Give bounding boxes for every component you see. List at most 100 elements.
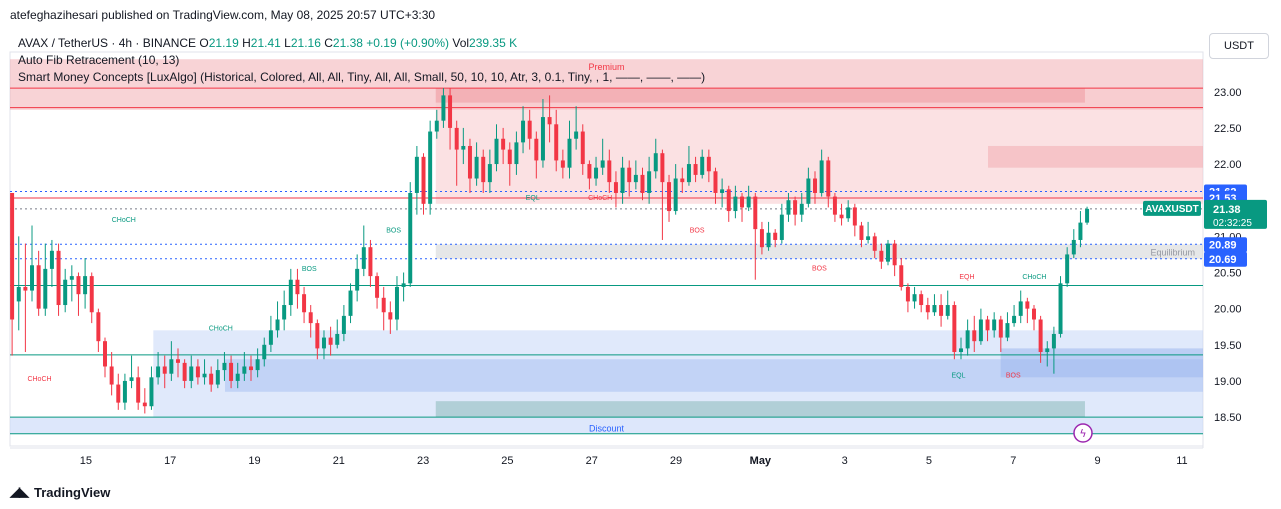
candle-body	[932, 305, 937, 313]
candle-body	[766, 232, 771, 248]
candle-body	[720, 189, 725, 193]
candle-body	[467, 145, 472, 179]
candle-body	[394, 286, 399, 320]
candle-body	[454, 127, 459, 150]
candle-body	[594, 167, 599, 179]
structure-label: CHoCH	[209, 325, 233, 332]
candle-body	[832, 196, 837, 215]
indicator-smc[interactable]: Smart Money Concepts [LuxAlgo] (Historic…	[18, 70, 706, 84]
candle-body	[793, 200, 798, 215]
candle-body	[428, 131, 433, 204]
y-tick-label: 19.50	[1214, 340, 1242, 352]
structure-label: CHoCH	[27, 376, 51, 383]
candle-body	[846, 207, 851, 219]
candle-body	[886, 243, 890, 262]
candle-body	[1005, 323, 1010, 338]
candle-body	[547, 117, 552, 125]
zone-label: Premium	[588, 62, 624, 72]
candle-body	[965, 330, 970, 349]
candle-body	[355, 268, 360, 291]
candle-body	[461, 145, 466, 150]
candle-body	[673, 178, 678, 212]
symbol-label[interactable]: AVAX / TetherUS · 4h · BINANCE	[18, 36, 197, 50]
change-value: +0.19 (+0.90%)	[366, 36, 450, 50]
candle-body	[268, 330, 273, 345]
candle-body	[1058, 283, 1063, 334]
x-tick-label: 17	[164, 455, 176, 467]
candle-body	[733, 196, 738, 212]
volume-label: Vol	[452, 36, 470, 50]
candle-body	[169, 359, 174, 374]
y-tick-label: 22.50	[1214, 123, 1242, 135]
candle-body	[985, 319, 990, 331]
candle-body	[222, 362, 227, 371]
y-tick-label: 23.00	[1214, 87, 1242, 99]
open-label: O	[199, 36, 209, 50]
zone-discount	[10, 417, 1203, 434]
candle-body	[195, 366, 200, 378]
candle-body	[235, 373, 240, 381]
candle-body	[540, 117, 545, 161]
x-tick-label: 9	[1095, 455, 1101, 467]
x-tick-label: 27	[586, 455, 598, 467]
x-tick-label: 25	[501, 455, 513, 467]
candle-body	[799, 203, 804, 215]
order-block	[988, 145, 1203, 168]
candle-body	[242, 366, 247, 374]
low-label: L	[284, 36, 291, 50]
candle-body	[229, 362, 234, 381]
publisher-line: atefeghazihesari published on TradingVie…	[10, 8, 436, 22]
y-tick-label: 20.00	[1214, 304, 1242, 316]
lightning-icon	[1073, 423, 1093, 443]
candle-body	[560, 160, 565, 168]
candle-body	[441, 95, 446, 121]
y-tick-label: 22.00	[1214, 159, 1242, 171]
candle-body	[23, 286, 28, 291]
x-tick-label: 3	[842, 455, 848, 467]
candle-body	[414, 156, 419, 193]
candle-body	[534, 138, 539, 161]
candle-body	[348, 290, 353, 316]
order-block	[435, 88, 1085, 103]
x-tick-label: 23	[417, 455, 429, 467]
candle-body	[1045, 348, 1050, 353]
candle-body	[275, 319, 280, 331]
candle-body	[96, 312, 101, 342]
candle-body	[1051, 333, 1056, 349]
candle-body	[103, 341, 107, 367]
x-tick-label: 7	[1010, 455, 1016, 467]
candle-body	[680, 178, 685, 183]
level-price-label: 20.89	[1209, 239, 1237, 251]
candle-body	[660, 153, 665, 183]
currency-button[interactable]: USDT	[1209, 33, 1269, 59]
candle-body	[494, 138, 499, 165]
candle-body	[726, 189, 731, 212]
candle-body	[63, 279, 68, 306]
candle-body	[30, 265, 35, 291]
candle-body	[49, 250, 54, 269]
candle-body	[388, 312, 393, 320]
symbol-tag-label: AVAXUSDT	[1145, 204, 1199, 215]
candle-body	[401, 283, 406, 287]
candle-body	[83, 276, 88, 295]
structure-label: CHoCH	[588, 195, 612, 202]
high-value: 21.41	[250, 36, 281, 50]
candle-body	[521, 120, 526, 143]
candle-body	[321, 337, 326, 349]
candle-body	[813, 178, 818, 193]
indicator-fib[interactable]: Auto Fib Retracement (10, 13)	[18, 53, 180, 67]
candle-body	[56, 250, 61, 306]
candle-body	[972, 330, 977, 342]
candle-body	[255, 359, 260, 371]
candle-body	[335, 333, 340, 345]
candle-body	[667, 182, 672, 212]
candle-body	[992, 319, 997, 331]
candle-body	[879, 250, 884, 262]
candle-body	[686, 164, 691, 183]
structure-label: EQL	[951, 372, 965, 379]
x-tick-label: 19	[248, 455, 260, 467]
candle-body	[434, 120, 439, 132]
ohlc-row: AVAX / TetherUS · 4h · BINANCE O21.19 H2…	[18, 35, 705, 52]
candle-body	[507, 149, 512, 165]
